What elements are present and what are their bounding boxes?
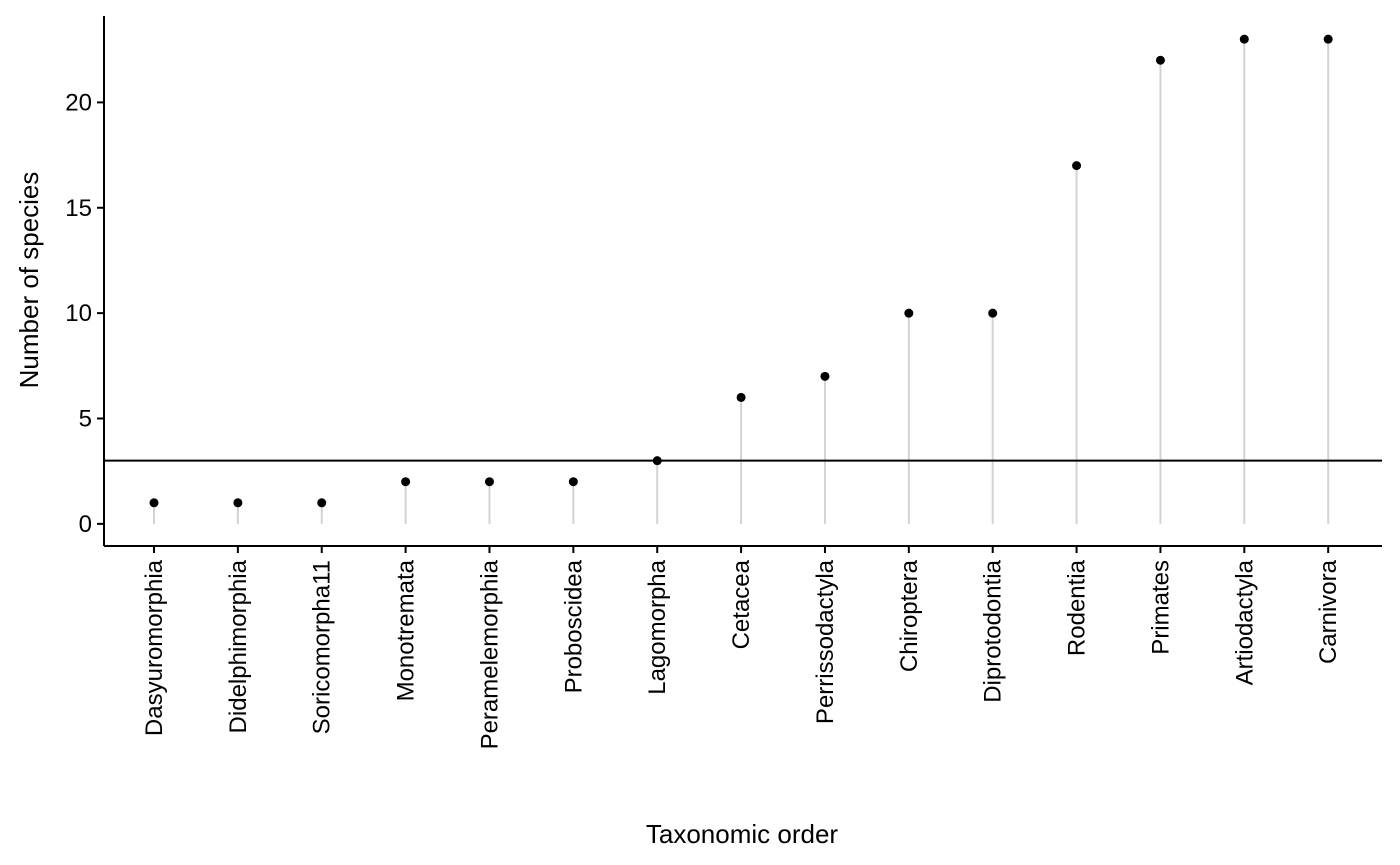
stems-layer (153, 39, 1330, 524)
x-tick-label: Primates (1147, 560, 1174, 655)
x-tick-label: Chiroptera (896, 559, 923, 672)
x-tick-label: Monotremata (393, 559, 420, 701)
data-point (1155, 55, 1165, 65)
x-tick-label: Perrissodactyla (812, 559, 839, 724)
x-tick-label: Didelphimorphia (225, 559, 252, 733)
y-tick-label: 15 (65, 195, 92, 222)
y-axis-title: Number of species (14, 172, 44, 389)
y-tick-label: 10 (65, 300, 92, 327)
y-tick-label: 0 (79, 511, 92, 538)
data-point (1239, 34, 1249, 44)
data-point (317, 498, 327, 508)
data-point (736, 392, 746, 402)
x-tick-label: Cetacea (728, 559, 755, 649)
data-point (568, 477, 578, 487)
data-point (820, 371, 830, 381)
x-tick-label: Proboscidea (560, 559, 587, 693)
x-tick-label: Soricomorpha11 (309, 560, 336, 734)
y-tick-label: 5 (79, 406, 92, 433)
data-point (484, 477, 494, 487)
x-axis-title: Taxonomic order (646, 819, 839, 849)
points-layer (149, 34, 1333, 508)
x-tick-label: Rodentia (1064, 559, 1091, 656)
x-tick-label: Dasyuromorphia (141, 559, 168, 736)
x-tick-label: Artiodactyla (1231, 559, 1258, 685)
data-point (1323, 34, 1333, 44)
data-point (904, 308, 914, 318)
data-point (988, 308, 998, 318)
data-point (1072, 161, 1082, 171)
data-point (149, 498, 159, 508)
data-point (233, 498, 243, 508)
x-tick-label: Diprotodontia (980, 559, 1007, 702)
data-point (401, 477, 411, 487)
x-tick-label: Lagomorpha (644, 559, 671, 694)
x-tick-label: Carnivora (1315, 559, 1342, 664)
x-tick-label: Peramelemorphia (476, 559, 503, 749)
x-axis-ticks: Dasyuromorphia Didelphimorphia Soricomorph… (141, 546, 1342, 749)
y-axis-ticks: 0 5 10 15 20 (65, 89, 104, 538)
y-tick-label: 20 (65, 89, 92, 116)
data-point (652, 456, 662, 466)
